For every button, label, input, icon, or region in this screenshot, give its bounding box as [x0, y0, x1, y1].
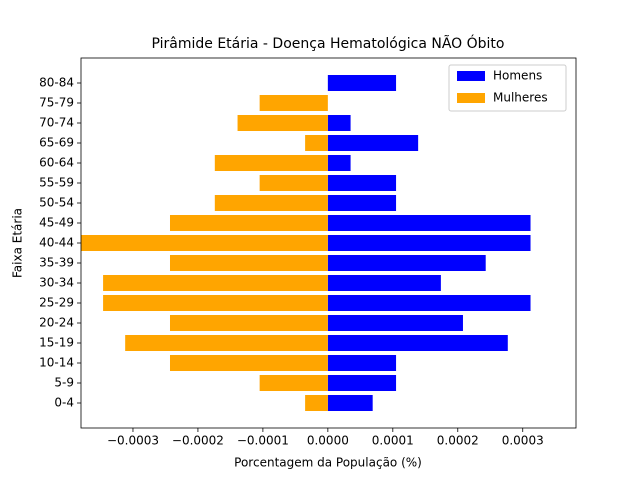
- bar: [81, 235, 328, 251]
- y-tick-label: 25-29: [39, 296, 74, 310]
- bar: [169, 355, 328, 371]
- bar: [327, 395, 373, 411]
- bar: [327, 315, 463, 331]
- bar: [305, 135, 328, 151]
- x-tick-label: 0.0001: [372, 434, 414, 448]
- bar: [327, 295, 531, 311]
- x-tick-label: −0.0002: [172, 434, 224, 448]
- bar: [327, 215, 531, 231]
- y-tick-label: 40-44: [39, 236, 74, 250]
- y-axis-label: Faixa Etária: [11, 208, 25, 278]
- y-tick-label: 45-49: [39, 216, 74, 230]
- y-tick-label: 15-19: [39, 336, 74, 350]
- x-tick-label: 0.0003: [502, 434, 544, 448]
- bar: [169, 215, 328, 231]
- bar: [327, 375, 397, 391]
- x-tick-label: 0.0000: [307, 434, 349, 448]
- bar: [327, 195, 397, 211]
- legend-label: Mulheres: [493, 91, 548, 105]
- bar: [327, 275, 441, 291]
- y-tick-label: 75-79: [39, 96, 74, 110]
- x-axis-label: Porcentagem da População (%): [234, 456, 422, 470]
- legend-swatch: [457, 71, 485, 81]
- y-tick-label: 20-24: [39, 316, 74, 330]
- bar: [327, 175, 397, 191]
- y-tick-label: 50-54: [39, 196, 74, 210]
- bar: [327, 135, 419, 151]
- bar: [214, 195, 328, 211]
- x-tick-label: −0.0003: [107, 434, 159, 448]
- bar: [327, 155, 351, 171]
- y-tick-label: 10-14: [39, 356, 74, 370]
- legend-label: Homens: [493, 69, 542, 83]
- y-tick-label: 65-69: [39, 136, 74, 150]
- bar: [327, 355, 397, 371]
- bar: [259, 95, 328, 111]
- legend-swatch: [457, 93, 485, 103]
- bar: [237, 115, 328, 131]
- bar: [103, 295, 328, 311]
- bar: [327, 255, 486, 271]
- y-tick-label: 30-34: [39, 276, 74, 290]
- bar: [169, 255, 328, 271]
- y-tick-label: 5-9: [54, 376, 74, 390]
- bar: [327, 115, 351, 131]
- bar: [214, 155, 328, 171]
- chart-title: Pirâmide Etária - Doença Hematológica NÃ…: [152, 34, 505, 52]
- bar: [103, 275, 328, 291]
- x-tick-label: 0.0002: [437, 434, 479, 448]
- bar: [327, 335, 508, 351]
- y-tick-label: 0-4: [54, 396, 74, 410]
- bar: [327, 75, 397, 91]
- bar: [259, 175, 328, 191]
- x-tick-label: −0.0001: [237, 434, 289, 448]
- bar: [125, 335, 328, 351]
- y-tick-label: 55-59: [39, 176, 74, 190]
- bar: [259, 375, 328, 391]
- y-tick-label: 80-84: [39, 76, 74, 90]
- y-tick-label: 60-64: [39, 156, 74, 170]
- y-tick-label: 35-39: [39, 256, 74, 270]
- bar: [305, 395, 328, 411]
- y-tick-label: 70-74: [39, 116, 74, 130]
- bar: [169, 315, 328, 331]
- bar: [327, 235, 531, 251]
